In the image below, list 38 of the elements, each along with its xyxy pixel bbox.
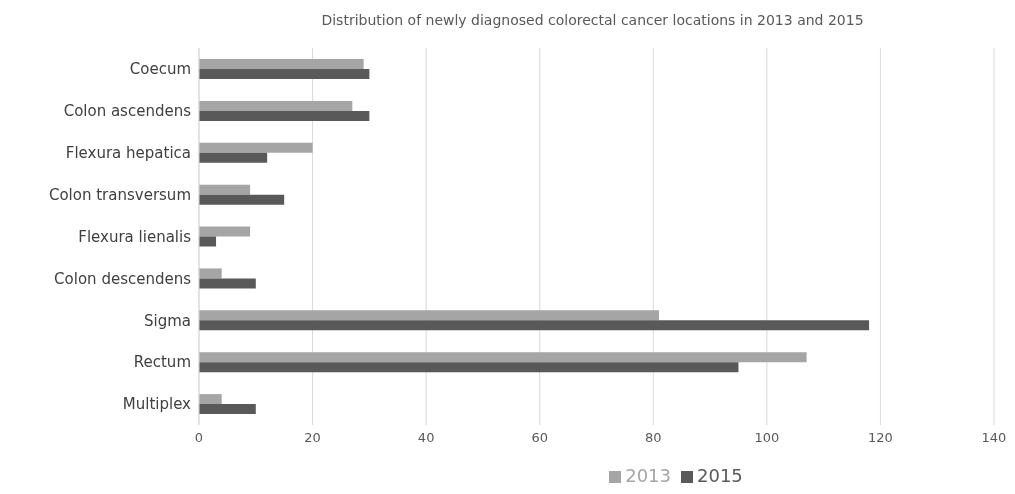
y-tick-label: Sigma <box>143 311 191 330</box>
y-tick-label: Flexura hepatica <box>65 144 191 163</box>
x-tick-label: 0 <box>194 430 204 446</box>
y-tick-label: Colon ascendens <box>63 102 192 121</box>
bar <box>199 236 217 247</box>
bar <box>199 152 268 163</box>
y-tick-label: Colon transversum <box>48 185 191 204</box>
y-tick-label: Flexura lienalis <box>78 227 192 246</box>
bar <box>199 142 313 153</box>
bar <box>199 100 353 111</box>
bar <box>199 278 256 289</box>
bar <box>199 394 222 405</box>
bar <box>199 184 251 195</box>
y-tick-label: Rectum <box>133 353 191 372</box>
bar <box>199 69 370 79</box>
legend-label: 2013 <box>625 465 671 486</box>
bar <box>199 194 285 205</box>
bar <box>199 310 659 321</box>
x-tick-label: 60 <box>531 430 548 446</box>
x-tick-label: 40 <box>417 430 435 446</box>
x-tick-label: 140 <box>981 430 1007 446</box>
legend-label: 2015 <box>697 465 743 486</box>
bar <box>199 352 807 363</box>
x-tick-label: 120 <box>868 430 893 446</box>
bar <box>199 110 370 121</box>
chart-title: Distribution of newly diagnosed colorectal cancer locations in 2013 and 2015 <box>320 11 865 30</box>
x-tick-label: 80 <box>645 430 662 446</box>
y-tick-label: Multiplex <box>122 395 192 414</box>
x-tick-label: 20 <box>304 430 321 446</box>
x-tick-label: 100 <box>754 430 780 446</box>
y-tick-label: Coecum <box>129 60 191 79</box>
bar <box>199 362 739 373</box>
bar <box>199 320 870 331</box>
bar <box>199 268 222 279</box>
bar <box>199 226 251 237</box>
bar <box>199 59 364 69</box>
y-tick-label: Colon descendens <box>54 269 192 288</box>
bar <box>199 404 256 415</box>
